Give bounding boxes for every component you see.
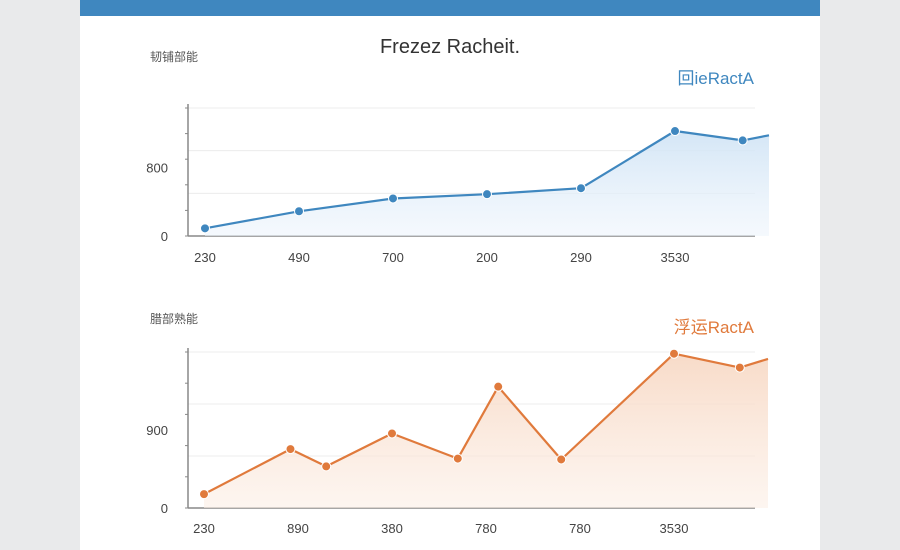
top-chart-ylabel: 韧铺部能 (150, 50, 199, 64)
bottom-x-tick-label: 780 (569, 521, 591, 536)
bottom-series-area (204, 353, 768, 508)
bottom-y-tick-label: 900 (146, 423, 168, 438)
bottom-x-tick-label: 780 (475, 521, 497, 536)
top-y-tick-label: 800 (146, 161, 168, 176)
top-data-point (388, 193, 398, 204)
bottom-x-tick-label: 230 (193, 521, 215, 536)
top-data-point (294, 206, 304, 217)
top-data-point (482, 189, 492, 200)
bottom-x-tick-label: 380 (381, 521, 403, 536)
top-x-tick-label: 490 (288, 250, 310, 265)
bottom-data-point (321, 461, 332, 472)
bottom-chart-ylabel: 腊部熟能 (150, 312, 199, 326)
bottom-data-point (734, 362, 745, 373)
bottom-data-point (387, 428, 397, 439)
top-data-point (670, 126, 680, 137)
bottom-series-line (203, 352, 769, 496)
top-x-tick-label: 700 (382, 250, 404, 265)
bottom-data-point (669, 348, 679, 359)
top-x-tick-label: 200 (476, 250, 498, 265)
bottom-data-point (556, 454, 567, 465)
bottom-data-point (199, 489, 209, 500)
top-series-area (205, 131, 769, 236)
top-y-tick-label: 0 (161, 229, 168, 244)
top-data-point (737, 135, 748, 146)
bottom-data-point (493, 381, 504, 392)
bottom-x-tick-label: 3530 (660, 521, 689, 536)
top-chart-legend[interactable]: 回ieRactA (677, 69, 754, 88)
bottom-x-tick-label: 890 (287, 521, 309, 536)
bottom-y-tick-label: 0 (161, 501, 168, 516)
bottom-data-point (452, 453, 463, 464)
top-data-point (576, 183, 586, 194)
bottom-data-point (285, 444, 296, 455)
top-data-point (200, 223, 210, 234)
top-x-tick-label: 290 (570, 250, 592, 265)
header-bar (80, 0, 820, 16)
chart-title: Frezez Racheit. (379, 36, 521, 58)
top-series-line (204, 129, 770, 230)
top-x-tick-label: 3530 (661, 250, 690, 265)
top-x-tick-label: 230 (194, 250, 216, 265)
bottom-chart-legend[interactable]: 浮运RactA (673, 318, 754, 337)
